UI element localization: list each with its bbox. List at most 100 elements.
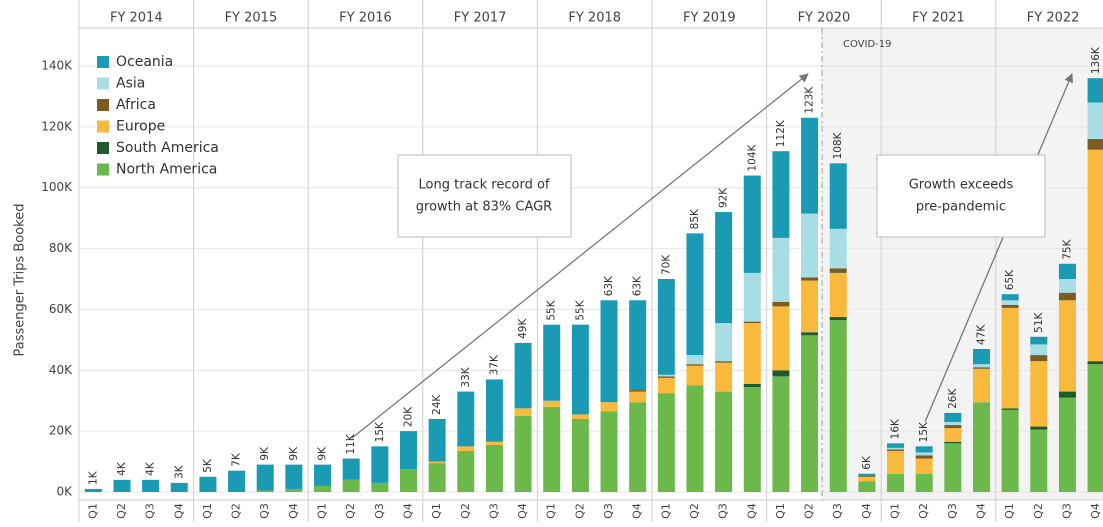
bar-segment	[1030, 355, 1048, 362]
total-label: 4K	[116, 461, 128, 476]
y-axis-label: Passenger Trips Booked	[13, 203, 28, 356]
bar-segment	[543, 400, 561, 407]
legend-label: Oceania	[116, 54, 173, 70]
total-label: 37K	[488, 354, 500, 375]
x-tick-label: Q3	[258, 503, 271, 519]
bar-segment	[428, 461, 446, 464]
total-label: 5K	[202, 458, 214, 473]
bar-segment	[514, 415, 532, 492]
bar-segment	[1058, 397, 1076, 492]
bar-segment	[944, 441, 962, 444]
covid-shade	[822, 28, 1103, 500]
bar-segment	[915, 452, 933, 456]
bar-segment	[715, 323, 733, 362]
bar-segment	[371, 446, 389, 483]
year-label: FY 2015	[225, 11, 278, 26]
bar-segment	[1087, 364, 1103, 492]
bar-segment	[972, 402, 990, 492]
bar-segment	[1087, 139, 1103, 150]
bar-segment	[657, 374, 675, 377]
bar-segment	[772, 151, 790, 238]
bar-segment	[1001, 409, 1019, 492]
y-tick-label: 40K	[49, 363, 73, 377]
x-tick-label: Q4	[974, 503, 987, 519]
bar-segment	[600, 300, 618, 403]
bar-segment	[686, 233, 704, 356]
total-label: 51K	[1033, 311, 1045, 332]
total-label: 20K	[402, 406, 414, 427]
bar-segment	[772, 301, 790, 307]
bar-segment	[743, 387, 761, 492]
bar-segment	[457, 450, 475, 492]
bar-segment	[543, 406, 561, 492]
bar-segment	[457, 391, 475, 447]
total-label: 11K	[345, 433, 357, 454]
bar-segment	[772, 306, 790, 371]
bar-segment	[686, 355, 704, 365]
legend-swatch	[97, 56, 109, 68]
arrow	[924, 73, 1074, 423]
bar-segment	[1030, 344, 1048, 356]
bar-segment	[1001, 307, 1019, 409]
total-label: 47K	[975, 324, 987, 345]
x-tick-label: Q4	[860, 503, 873, 519]
year-label: FY 2014	[110, 11, 163, 26]
bar-segment	[199, 476, 217, 492]
legend-label: Asia	[116, 76, 145, 92]
bar-segment	[256, 490, 274, 492]
bar-segment	[142, 479, 160, 492]
legend-label: South America	[116, 140, 219, 156]
bar-segment	[944, 425, 962, 429]
bar-segment	[801, 335, 819, 492]
bar-segment	[801, 277, 819, 281]
bar-segment	[887, 473, 905, 492]
y-tick-label: 0K	[56, 485, 73, 499]
total-label: 24K	[431, 394, 443, 415]
bar-segment	[543, 324, 561, 401]
total-label: 65K	[1004, 269, 1016, 290]
x-tick-label: Q2	[917, 503, 930, 519]
total-label: 70K	[660, 254, 672, 275]
x-tick-label: Q1	[316, 503, 329, 519]
bar-segment	[657, 377, 675, 394]
total-label: 3K	[173, 464, 185, 479]
total-label: 16K	[890, 418, 902, 439]
bar-segment	[858, 475, 876, 477]
bar-segment	[314, 464, 332, 486]
y-tick-label: 20K	[49, 424, 73, 438]
bar-segment	[170, 482, 188, 492]
bar-segment	[858, 481, 876, 492]
x-tick-label: Q4	[745, 503, 758, 519]
total-label: 26K	[947, 388, 959, 409]
bar-segment	[371, 482, 389, 492]
year-label: FY 2021	[912, 11, 965, 26]
bar-segment	[686, 385, 704, 492]
bar-segment	[772, 370, 790, 377]
bar-segment	[485, 441, 503, 445]
bar-segment	[657, 376, 675, 378]
total-label: 55K	[574, 299, 586, 320]
bar-segment	[743, 175, 761, 273]
bar-segment	[84, 488, 102, 492]
x-tick-label: Q4	[287, 503, 300, 519]
year-label: FY 2018	[568, 11, 621, 26]
y-tick-label: 60K	[49, 302, 73, 316]
bar-segment	[887, 447, 905, 450]
total-label: 75K	[1061, 238, 1073, 259]
bar-segment	[887, 449, 905, 451]
bar-segment	[629, 391, 647, 403]
total-label: 112K	[775, 119, 787, 147]
bar-segment	[743, 383, 761, 388]
bar-segment	[1058, 263, 1076, 279]
x-tick-label: Q1	[889, 503, 902, 519]
x-tick-label: Q2	[688, 503, 701, 519]
bar-segment	[944, 428, 962, 442]
bar-segment	[829, 320, 847, 492]
x-tick-label: Q1	[430, 503, 443, 519]
annotation-box	[876, 154, 1046, 238]
bar-segment	[629, 390, 647, 392]
covid-label: COVID-19	[843, 39, 892, 50]
legend-label: Africa	[116, 97, 156, 113]
x-tick-label: Q1	[201, 503, 214, 519]
